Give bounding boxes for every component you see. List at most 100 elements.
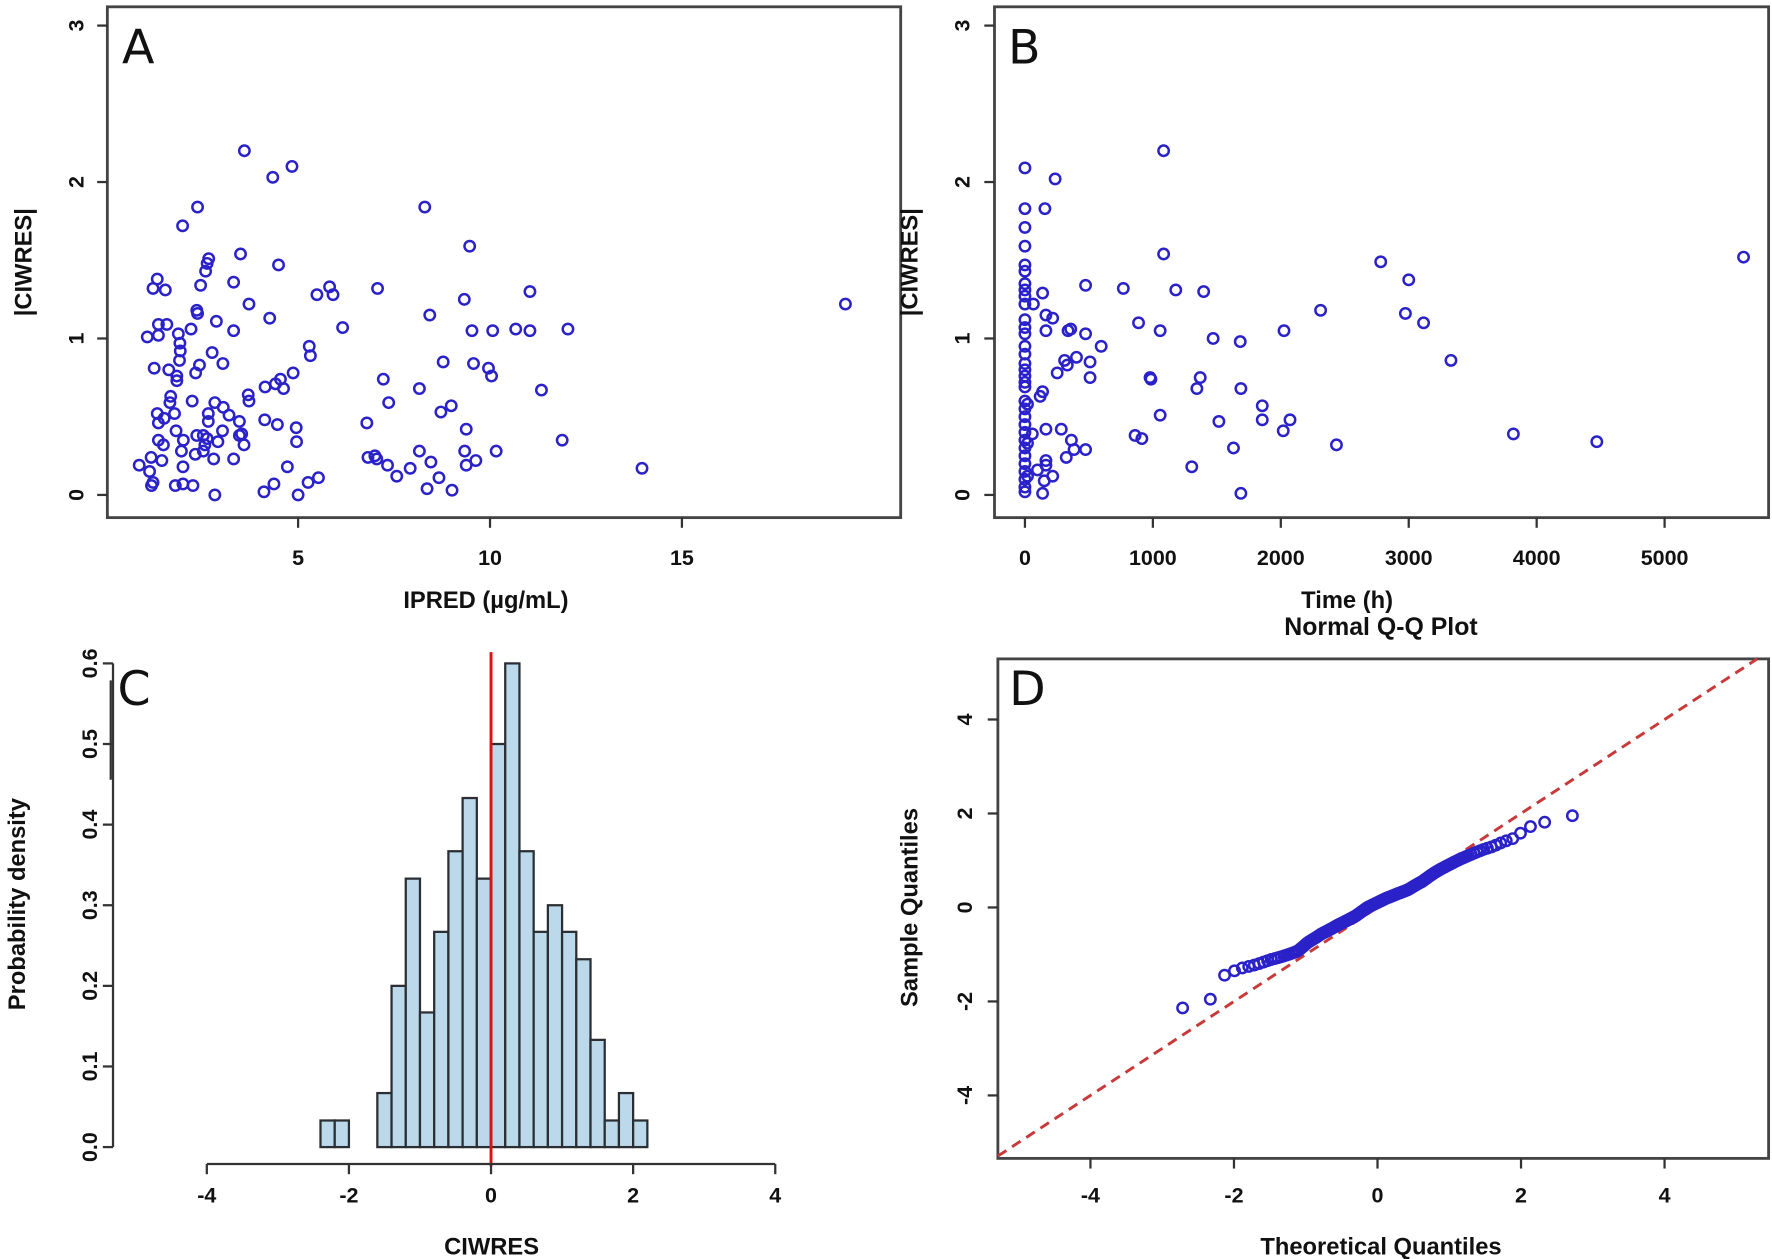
data-point	[361, 450, 375, 464]
x-axis-label: Theoretical Quantiles	[1260, 1234, 1501, 1259]
panel-label-a: A	[122, 20, 155, 75]
data-point	[198, 438, 212, 452]
data-point	[291, 488, 305, 502]
data-point	[381, 458, 394, 472]
data-point	[1135, 432, 1149, 446]
data-point	[1018, 380, 1032, 394]
data-point	[1157, 247, 1171, 261]
data-point	[463, 239, 477, 253]
panel-label-b: B	[1008, 20, 1041, 75]
data-point	[635, 461, 649, 475]
histogram-bar	[447, 850, 464, 1149]
data-point	[1228, 964, 1241, 978]
data-point	[258, 413, 272, 427]
x-tick-label: 0	[1019, 546, 1031, 570]
data-point	[1094, 339, 1108, 353]
data-point	[186, 479, 200, 492]
data-point	[266, 170, 280, 184]
data-point	[1153, 324, 1167, 338]
data-point	[1070, 350, 1083, 364]
data-point	[216, 357, 230, 370]
panel-label-c: C	[118, 662, 151, 717]
histogram-bar	[461, 796, 478, 1149]
data-point	[489, 444, 503, 458]
data-point	[184, 322, 198, 336]
x-axis-label: IPRED (µg/mL)	[403, 588, 568, 614]
histogram-bar	[404, 877, 422, 1149]
data-point	[237, 438, 251, 452]
data-point	[163, 396, 177, 410]
data-point	[170, 374, 184, 388]
data-point	[1036, 486, 1050, 500]
data-point	[1169, 283, 1183, 297]
data-point	[1018, 202, 1032, 216]
histogram-bar	[376, 1091, 393, 1149]
data-point	[1018, 161, 1032, 175]
data-point	[1218, 968, 1232, 982]
data-point	[523, 324, 537, 338]
x-tick-label: 2	[627, 1183, 639, 1207]
histogram-bar	[575, 958, 592, 1149]
data-point	[1018, 289, 1032, 303]
data-point	[424, 455, 438, 469]
data-point	[1083, 355, 1097, 369]
data-point	[1039, 454, 1053, 467]
y-tick-label: 2	[953, 807, 977, 819]
data-point	[168, 479, 182, 492]
data-point	[457, 292, 471, 306]
data-point	[1523, 820, 1537, 834]
y-tick-label: 0.2	[78, 971, 102, 1001]
data-point	[1018, 339, 1032, 353]
data-point	[199, 264, 213, 278]
data-point	[423, 308, 437, 322]
data-point	[263, 311, 277, 325]
data-point	[290, 435, 304, 449]
histogram-bar	[589, 1038, 606, 1149]
data-point	[145, 479, 158, 492]
data-point	[420, 482, 434, 496]
data-point	[1227, 441, 1240, 455]
data-point	[509, 322, 523, 336]
data-point	[336, 321, 350, 334]
y-tick-label: 2	[65, 176, 89, 188]
y-tick-label: 3	[951, 20, 975, 32]
data-point	[1499, 834, 1513, 848]
data-point	[1037, 474, 1051, 488]
y-axis-label: Probability density	[5, 797, 31, 1010]
data-point	[151, 328, 165, 342]
data-point	[144, 450, 158, 464]
data-point	[434, 405, 448, 419]
y-tick-label: 0	[65, 489, 89, 501]
data-point	[1079, 278, 1093, 292]
data-point	[176, 460, 190, 474]
x-tick-label: -4	[197, 1183, 216, 1207]
data-point	[1398, 307, 1412, 320]
y-tick-label: 0.3	[78, 890, 102, 920]
data-point	[176, 433, 190, 447]
data-point	[838, 297, 852, 311]
data-point	[1059, 450, 1073, 464]
data-point	[188, 447, 202, 461]
data-point	[209, 314, 223, 328]
data-point	[200, 256, 214, 270]
x-tick-label: 4000	[1513, 546, 1561, 570]
data-point	[1402, 273, 1416, 287]
data-point	[310, 288, 324, 302]
data-point	[207, 452, 221, 466]
data-point	[173, 353, 186, 367]
plot-frame	[105, 5, 903, 520]
data-point	[191, 200, 204, 214]
data-point	[170, 369, 184, 383]
y-axis-label: |CIWRES|	[12, 208, 38, 316]
y-tick-label: 0.1	[78, 1051, 102, 1081]
data-point	[1212, 414, 1226, 428]
data-point	[185, 394, 199, 408]
histogram-bar	[546, 904, 564, 1149]
histogram-bar	[390, 984, 407, 1149]
data-point	[1235, 961, 1249, 975]
data-point	[237, 144, 251, 158]
data-point	[289, 421, 303, 435]
data-point	[1314, 303, 1328, 317]
data-point	[390, 469, 404, 483]
histogram-bar	[433, 930, 450, 1149]
